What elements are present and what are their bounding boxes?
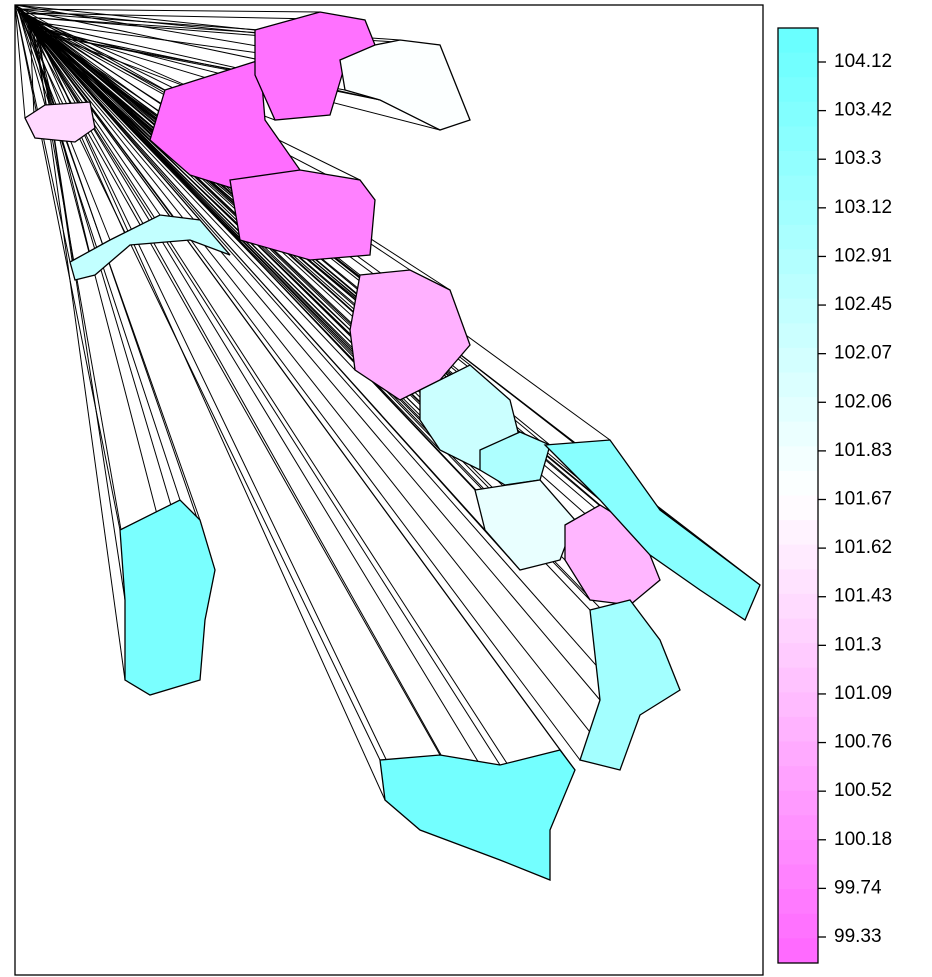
colorbar-band <box>778 840 818 865</box>
colorbar-band <box>778 323 818 348</box>
tick-label: 103.12 <box>834 197 892 218</box>
colorbar-band <box>778 397 818 422</box>
map-figure: 104.12 103.42 103.3 103.12 102.91 102.45 102.0… <box>0 0 932 977</box>
colorbar-band <box>778 619 818 644</box>
tick-label: 101.43 <box>834 586 892 607</box>
colorbar-band <box>778 938 818 963</box>
colorbar-band <box>778 249 818 274</box>
colorbar-band <box>778 446 818 471</box>
colorbar-band <box>778 126 818 151</box>
region <box>120 500 215 695</box>
projection-line <box>24 17 440 45</box>
colorbar-band <box>778 766 818 791</box>
map-frame <box>15 5 763 975</box>
colorbar-band <box>778 102 818 127</box>
tick-label: 101.3 <box>834 634 882 655</box>
colorbar-band <box>778 77 818 102</box>
colorbar-band <box>778 200 818 225</box>
region <box>580 600 680 770</box>
tick-label: 101.67 <box>834 489 892 510</box>
tick-label: 101.09 <box>834 683 892 704</box>
tick-label: 103.3 <box>834 148 882 169</box>
colorbar-band <box>778 865 818 890</box>
tick-label: 101.83 <box>834 440 892 461</box>
colorbar-band <box>778 692 818 717</box>
colorbar-band <box>778 668 818 693</box>
colorbar-band <box>778 569 818 594</box>
region <box>340 40 470 130</box>
tick-label: 102.06 <box>834 391 892 412</box>
colorbar-band <box>778 791 818 816</box>
colorbar-band <box>778 151 818 176</box>
colorbar-band <box>778 545 818 570</box>
colorbar-band <box>778 176 818 201</box>
colorbar-band <box>778 471 818 496</box>
colorbar-band <box>778 422 818 447</box>
tick-label: 102.45 <box>834 294 892 315</box>
tick-label: 99.33 <box>834 926 882 947</box>
colorbar-band <box>778 815 818 840</box>
colorbar-band <box>778 496 818 521</box>
tick-label: 99.74 <box>834 877 882 898</box>
colorbar-band <box>778 372 818 397</box>
region <box>230 170 375 260</box>
page: {"chart_data": {"type": "choropleth", "c… <box>0 0 932 977</box>
projection-line <box>36 33 600 700</box>
colorbar-band <box>778 348 818 373</box>
tick-label: 100.52 <box>834 780 892 801</box>
colorbar-band <box>778 742 818 767</box>
tick-label: 100.76 <box>834 732 892 753</box>
tick-label: 100.18 <box>834 829 892 850</box>
projection-lines <box>15 5 760 880</box>
tick-label: 101.62 <box>834 537 892 558</box>
colorbar <box>778 28 826 964</box>
colorbar-band <box>778 299 818 324</box>
region <box>475 480 575 570</box>
colorbar-band <box>778 225 818 250</box>
colorbar-band <box>778 643 818 668</box>
colorbar-band <box>778 53 818 78</box>
projection-line <box>36 33 650 555</box>
tick-label: 102.07 <box>834 343 892 364</box>
colorbar-band <box>778 274 818 299</box>
colorbar-band <box>778 28 818 53</box>
tick-label: 102.91 <box>834 245 892 266</box>
projection-line <box>24 17 680 690</box>
region <box>380 750 575 880</box>
projection-line <box>30 25 620 770</box>
colorbar-band <box>778 914 818 939</box>
colorbar-band <box>778 717 818 742</box>
tick-label: 103.42 <box>834 100 892 121</box>
colorbar-band <box>778 594 818 619</box>
colorbar-band <box>778 889 818 914</box>
colorbar-band <box>778 520 818 545</box>
tick-label: 104.12 <box>834 51 892 72</box>
